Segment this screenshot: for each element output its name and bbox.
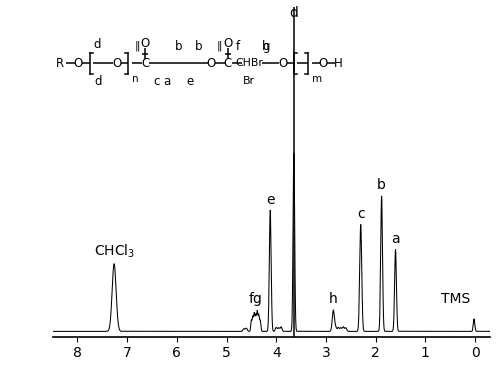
Text: c: c xyxy=(357,207,364,221)
Text: O: O xyxy=(319,57,328,70)
Text: e: e xyxy=(186,75,194,88)
Text: f: f xyxy=(236,40,240,53)
Text: TMS: TMS xyxy=(440,292,470,306)
Text: CHBr: CHBr xyxy=(235,58,263,68)
Text: e: e xyxy=(266,193,274,207)
Text: ‖: ‖ xyxy=(134,41,140,52)
Text: ‖: ‖ xyxy=(217,41,222,52)
Text: h: h xyxy=(329,292,338,306)
Text: c: c xyxy=(153,75,160,88)
Text: a: a xyxy=(163,75,170,88)
Text: C: C xyxy=(224,57,232,70)
Text: h: h xyxy=(262,40,270,53)
Text: H: H xyxy=(334,57,342,70)
Text: d: d xyxy=(290,6,298,20)
Text: O: O xyxy=(112,57,122,70)
Text: d: d xyxy=(94,38,101,51)
Text: O: O xyxy=(206,57,216,70)
Text: b: b xyxy=(174,40,182,53)
Text: O: O xyxy=(141,37,150,50)
Text: a: a xyxy=(391,232,400,246)
Text: O: O xyxy=(224,37,232,50)
Text: O: O xyxy=(74,57,83,70)
Text: g: g xyxy=(262,40,270,53)
Text: b: b xyxy=(377,179,386,193)
Text: R: R xyxy=(56,57,64,70)
Text: CHCl$_3$: CHCl$_3$ xyxy=(94,243,134,260)
Text: fg: fg xyxy=(248,292,262,306)
Text: C: C xyxy=(142,57,150,70)
Text: n: n xyxy=(132,74,138,84)
Text: d: d xyxy=(94,75,102,88)
Text: m: m xyxy=(312,74,322,84)
Text: b: b xyxy=(195,40,202,53)
Text: Br: Br xyxy=(243,76,255,86)
Text: O: O xyxy=(278,57,287,70)
